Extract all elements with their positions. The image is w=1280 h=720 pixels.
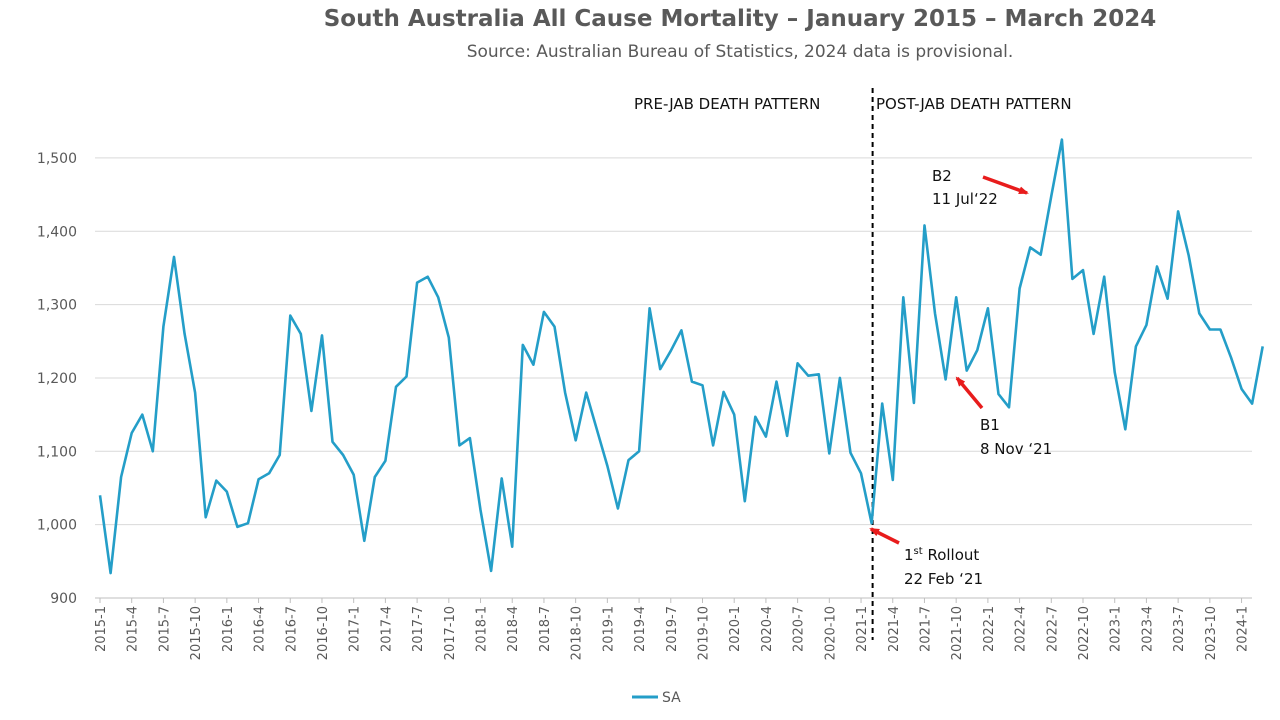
x-tick-label: 2015-7: [157, 606, 172, 652]
x-tick-label: 2017-10: [443, 606, 458, 660]
series-line-sa: [98, 138, 1264, 575]
x-tick-label: 2017-7: [411, 606, 426, 652]
y-tick-label: 1,000: [37, 518, 77, 534]
y-tick-label: 1,300: [37, 298, 77, 314]
rollout-annotation-name: 1st Rollout: [904, 546, 979, 564]
y-tick-label: 1,200: [37, 371, 77, 387]
post-jab-label: POST-JAB DEATH PATTERN: [876, 95, 1072, 113]
x-tick-label: 2020-10: [823, 606, 838, 660]
x-tick-label: 2021-7: [918, 606, 933, 652]
b1-annotation-name: B1: [980, 416, 1000, 434]
x-tick-label: 2019-10: [696, 606, 711, 660]
x-tick-label: 2018-1: [475, 606, 490, 652]
x-tick-label: 2019-4: [633, 606, 648, 652]
x-tick-label: 2016-1: [221, 606, 236, 652]
chart-subtitle: Source: Australian Bureau of Statistics,…: [466, 42, 1014, 62]
x-tick-label: 2021-1: [855, 606, 870, 652]
x-tick-label: 2015-4: [126, 606, 141, 652]
x-tick-label: 2016-10: [316, 606, 331, 660]
x-axis-ticks: 2015-1 2015-4 2015-7 2015-10 2016-1 2016-4 201…: [94, 598, 1251, 660]
y-tick-label: 1,400: [37, 224, 77, 240]
b2-annotation-date: 11 Jul‘22: [932, 190, 998, 208]
chart-title: South Australia All Cause Mortality – Ja…: [323, 6, 1157, 32]
b1-arrow: [955, 376, 984, 410]
x-tick-label: 2020-4: [760, 606, 775, 652]
x-tick-label: 2019-1: [601, 606, 616, 652]
y-tick-label: 1,100: [37, 444, 77, 460]
x-tick-label: 2023-1: [1109, 606, 1124, 652]
legend: SA: [632, 690, 681, 706]
x-tick-label: 2020-7: [792, 606, 807, 652]
x-tick-label: 2023-7: [1172, 606, 1187, 652]
x-tick-label: 2017-1: [348, 606, 363, 652]
x-tick-label: 2021-10: [950, 606, 965, 660]
x-tick-label: 2021-4: [887, 606, 902, 652]
x-tick-label: 2019-7: [665, 606, 680, 652]
b1-annotation-date: 8 Nov ‘21: [980, 440, 1052, 458]
x-tick-label: 2023-4: [1140, 606, 1155, 652]
rollout-annotation-date: 22 Feb ‘21: [904, 570, 983, 588]
gridlines: [95, 157, 1252, 599]
x-tick-label: 2018-10: [570, 606, 585, 660]
x-tick-label: 2023-10: [1204, 606, 1219, 660]
b2-arrow: [982, 175, 1029, 195]
x-tick-label: 2016-4: [253, 606, 268, 652]
rollout-arrow: [869, 527, 900, 545]
x-tick-label: 2017-4: [379, 606, 394, 652]
pre-jab-label: PRE-JAB DEATH PATTERN: [634, 95, 820, 113]
b2-annotation-name: B2: [932, 167, 952, 185]
x-tick-label: 2018-4: [506, 606, 521, 652]
x-tick-label: 2022-1: [982, 606, 997, 652]
x-tick-label: 2020-1: [728, 606, 743, 652]
x-tick-label: 2022-4: [1014, 606, 1029, 652]
y-tick-label: 1,500: [37, 151, 77, 167]
legend-label-sa: SA: [662, 690, 681, 706]
y-tick-label: 900: [50, 591, 77, 607]
x-tick-label: 2022-10: [1077, 606, 1092, 660]
y-axis-ticks: 900 1,000 1,100 1,200 1,300 1,400 1,500: [37, 151, 77, 607]
x-tick-label: 2015-1: [94, 606, 109, 652]
x-tick-label: 2018-7: [538, 606, 553, 652]
x-tick-label: 2016-7: [284, 606, 299, 652]
x-tick-label: 2015-10: [189, 606, 204, 660]
x-tick-label: 2024-1: [1236, 606, 1251, 652]
x-tick-label: 2022-7: [1045, 606, 1060, 652]
